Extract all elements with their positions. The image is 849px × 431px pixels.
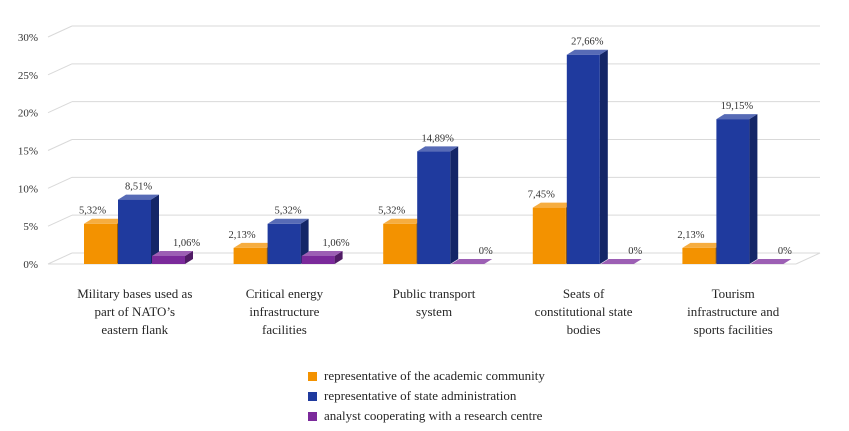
legend: representative of the academic community…	[308, 366, 668, 426]
bar	[152, 255, 185, 264]
y-tick-label: 30%	[18, 32, 38, 44]
x-category-label: Military bases used as part of NATO’s east…	[77, 286, 192, 337]
data-label: 7,45%	[528, 190, 555, 201]
legend-swatch	[308, 411, 317, 421]
data-label: 0%	[778, 246, 792, 257]
data-label: 0%	[479, 246, 493, 257]
x-category-label: Public transport system	[393, 286, 476, 319]
x-category-label: Critical energy infrastructure facilities	[246, 286, 324, 337]
y-tick-label: 20%	[18, 108, 38, 120]
bar-side	[300, 218, 309, 264]
bar-side	[599, 49, 608, 265]
x-category-label: Tourism infrastructure and sports faciliti…	[687, 286, 780, 337]
bar	[532, 207, 566, 264]
data-label: 1,06%	[323, 238, 350, 249]
bar	[301, 255, 335, 264]
bar-top	[600, 259, 642, 264]
data-label: 2,13%	[229, 230, 256, 241]
bar-top	[233, 242, 275, 248]
bar-top	[750, 259, 792, 264]
gridline-depth	[47, 176, 73, 189]
x-category-label-line: infrastructure and	[687, 304, 780, 319]
gridline-depth	[47, 214, 73, 227]
x-category-label-line: system	[416, 304, 452, 319]
data-label: 5,32%	[378, 206, 405, 217]
gridline-depth	[47, 63, 73, 76]
legend-label: representative of the academic community	[324, 368, 545, 383]
gridline-depth	[47, 101, 73, 114]
bar	[716, 119, 750, 265]
bar	[682, 247, 716, 264]
gridline-depth	[47, 139, 73, 151]
x-category-label-line: sports facilities	[694, 322, 773, 337]
bar-side	[334, 250, 343, 264]
x-category-label: Seats of constitutional state bodies	[535, 286, 633, 337]
bar	[566, 54, 600, 265]
bar-side	[749, 114, 758, 265]
legend-item: representative of the academic community	[308, 366, 668, 386]
x-category-label-line: infrastructure	[249, 304, 319, 319]
bar-top	[301, 250, 343, 256]
bar	[233, 247, 267, 264]
x-category-label-line: facilities	[262, 322, 307, 337]
bar-side	[450, 146, 459, 264]
bar-top	[532, 202, 574, 208]
data-label: 14,89%	[422, 133, 455, 144]
data-label: 1,06%	[173, 238, 200, 249]
legend-item: representative of state administration	[308, 386, 668, 406]
bar	[383, 223, 417, 264]
bar-top	[152, 250, 193, 256]
bar	[84, 223, 117, 264]
data-label: 2,13%	[677, 230, 704, 241]
bar-top	[84, 218, 125, 224]
x-category-label-line: bodies	[567, 322, 601, 337]
x-category-label-line: Military bases used as	[77, 286, 192, 301]
data-label: 5,32%	[275, 206, 302, 217]
gridline-depth	[47, 252, 73, 265]
legend-swatch	[308, 391, 317, 401]
bar	[267, 223, 301, 264]
bar-top	[716, 114, 758, 120]
x-category-label-line: Critical energy	[246, 286, 324, 301]
bar	[118, 199, 151, 264]
legend-label: representative of state administration	[324, 388, 517, 403]
bar-side	[185, 250, 193, 264]
bar-top	[417, 146, 459, 152]
bar-top	[267, 218, 309, 224]
bar-top	[451, 259, 493, 264]
floor-edge	[795, 252, 821, 265]
bar	[417, 151, 451, 264]
x-category-label-line: part of NATO’s	[94, 304, 175, 319]
x-category-label-line: Public transport	[393, 286, 476, 301]
x-category-label-line: Seats of	[563, 286, 605, 301]
y-tick-label: 15%	[18, 146, 38, 158]
bar-top	[118, 194, 159, 200]
y-tick-label: 10%	[18, 183, 38, 195]
data-label: 27,66%	[571, 37, 604, 48]
data-label: 5,32%	[79, 206, 106, 217]
y-tick-label: 0%	[23, 259, 38, 271]
data-label: 19,15%	[721, 101, 754, 112]
y-tick-label: 25%	[18, 70, 38, 82]
bar-top	[383, 218, 425, 224]
bar-top	[682, 242, 724, 248]
data-label: 0%	[628, 246, 642, 257]
y-tick-label: 5%	[23, 221, 38, 233]
data-label: 8,51%	[125, 182, 152, 193]
x-category-label-line: eastern flank	[101, 322, 168, 337]
bar-side	[151, 194, 159, 264]
gridline-depth	[47, 25, 73, 38]
bar-top	[566, 49, 608, 55]
x-category-label-line: constitutional state	[535, 304, 633, 319]
legend-item: analyst cooperating with a research cent…	[308, 406, 668, 426]
x-category-label-line: Tourism	[712, 286, 755, 301]
legend-swatch	[308, 371, 317, 381]
legend-label: analyst cooperating with a research cent…	[324, 408, 543, 423]
